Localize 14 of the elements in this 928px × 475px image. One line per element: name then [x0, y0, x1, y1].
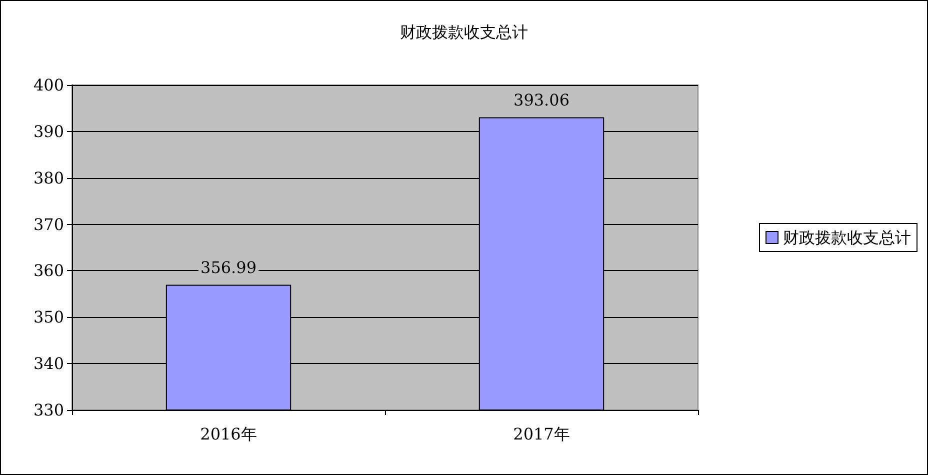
y-tick-label: 360	[33, 261, 64, 280]
legend-label: 财政拨款收支总计	[783, 228, 911, 247]
x-tick-label: 2017年	[513, 424, 570, 444]
chart-title: 财政拨款收支总计	[400, 22, 528, 42]
y-tick-label: 380	[33, 168, 64, 188]
y-tick-label: 340	[33, 354, 64, 374]
x-tick-label: 2016年	[200, 424, 257, 444]
y-tick-label: 370	[33, 214, 64, 234]
y-tick-label: 400	[33, 76, 64, 94]
data-label: 393.06	[514, 90, 570, 110]
y-tick-label: 390	[33, 122, 64, 141]
data-label: 356.99	[200, 258, 256, 278]
y-tick-label: 330	[33, 400, 64, 420]
y-tick-label: 350	[33, 308, 64, 327]
